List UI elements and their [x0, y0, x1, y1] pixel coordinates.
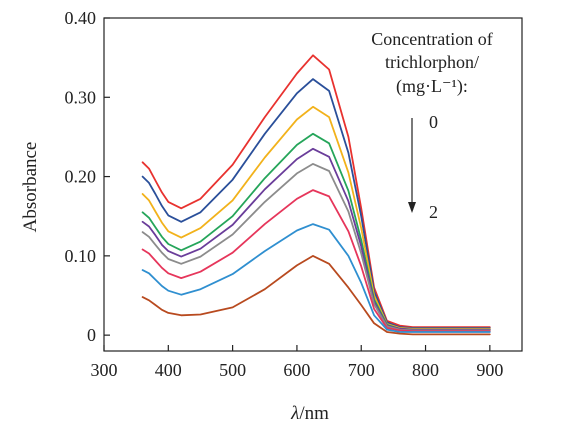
x-axis-title-unit: /nm — [299, 403, 329, 424]
legend-start-label: 0 — [429, 112, 438, 132]
plot-frame — [103, 17, 523, 352]
legend: Concentration of trichlorphon/ (mg·L⁻¹):… — [371, 29, 492, 222]
x-tick-label: 300 — [91, 360, 118, 380]
y-tick-label: 0.40 — [65, 8, 97, 28]
x-tick-label: 500 — [219, 360, 246, 380]
series-line-5 — [141, 147, 491, 331]
series-line-8 — [141, 223, 491, 333]
legend-arrow-head — [408, 202, 416, 213]
legend-end-label: 2 — [429, 202, 438, 222]
x-tick-label: 800 — [412, 360, 439, 380]
axis-ticks: 300 400 500 600 700 800 900 0 0.10 0.20 0.30 0.40 — [65, 8, 504, 380]
series-line-1 — [141, 54, 491, 329]
y-tick-label: 0.20 — [65, 167, 97, 187]
x-tick-label: 400 — [155, 360, 182, 380]
x-tick-label: 600 — [283, 360, 310, 380]
x-axis-title: λ/nm — [290, 403, 329, 424]
y-axis-title: Absorbance — [20, 142, 41, 233]
series-line-7 — [141, 189, 491, 333]
legend-line-3: (mg·L⁻¹): — [396, 76, 468, 97]
y-tick-label: 0 — [87, 325, 96, 345]
series-line-9 — [141, 254, 491, 336]
x-tick-label: 700 — [348, 360, 375, 380]
series-lines — [141, 54, 491, 336]
y-tick-label: 0.10 — [65, 246, 97, 266]
x-tick-label: 900 — [476, 360, 503, 380]
x-axis-title-symbol: λ — [290, 403, 299, 424]
y-tick-label: 0.30 — [65, 87, 97, 107]
legend-line-2: trichlorphon/ — [385, 52, 479, 72]
series-line-6 — [141, 162, 491, 332]
legend-line-1: Concentration of — [371, 29, 492, 49]
